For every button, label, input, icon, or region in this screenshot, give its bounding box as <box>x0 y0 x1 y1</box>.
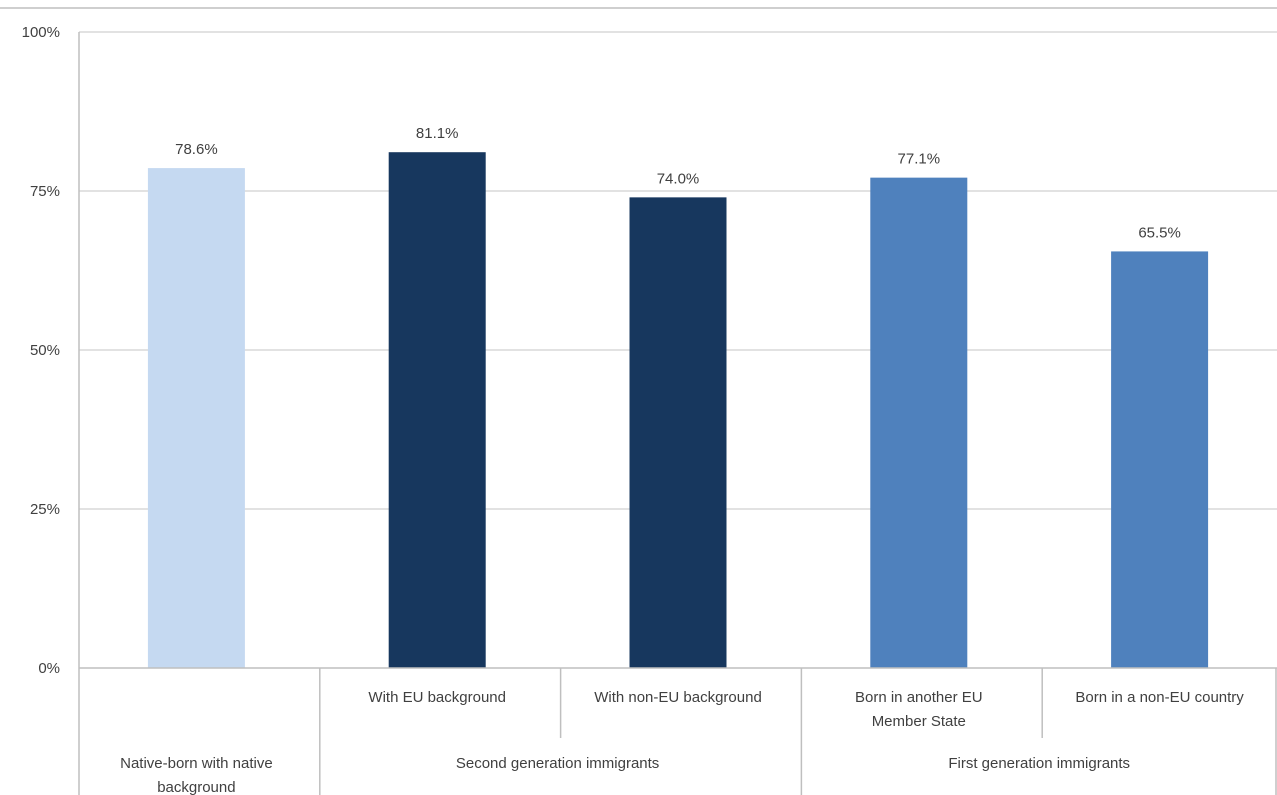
y-tick-label: 0% <box>38 660 60 677</box>
x-group-label: Second generation immigrants <box>456 755 659 772</box>
data-label: 77.1% <box>898 151 941 168</box>
bar <box>629 197 727 669</box>
x-category-label: Born in another EU <box>855 689 983 706</box>
y-tick-label: 50% <box>30 342 60 359</box>
data-label: 74.0% <box>657 170 700 187</box>
bars <box>147 152 1209 669</box>
data-label: 65.5% <box>1138 224 1181 241</box>
y-axis: 0% 25% 50% 75% 100% <box>22 24 80 677</box>
bar <box>147 168 245 668</box>
x-group-label: First generation immigrants <box>948 755 1130 772</box>
x-category-label: background <box>157 779 235 795</box>
x-category-label: Member State <box>872 713 966 730</box>
x-axis: Native-born with native background With EU… <box>78 667 1277 795</box>
x-category-label: With non-EU background <box>594 689 762 706</box>
y-tick-label: 25% <box>30 501 60 518</box>
data-label: 81.1% <box>416 125 459 142</box>
bar <box>1111 251 1209 669</box>
data-labels: 78.6% 81.1% 74.0% 77.1% 65.5% <box>175 125 1181 241</box>
x-category-label: Native-born with native <box>120 755 273 772</box>
x-category-label: With EU background <box>368 689 506 706</box>
x-category-label: Born in a non-EU country <box>1075 689 1244 706</box>
data-label: 78.6% <box>175 141 218 158</box>
y-tick-label: 75% <box>30 183 60 200</box>
bar <box>388 152 486 669</box>
bar <box>870 177 968 669</box>
y-tick-label: 100% <box>22 24 60 41</box>
